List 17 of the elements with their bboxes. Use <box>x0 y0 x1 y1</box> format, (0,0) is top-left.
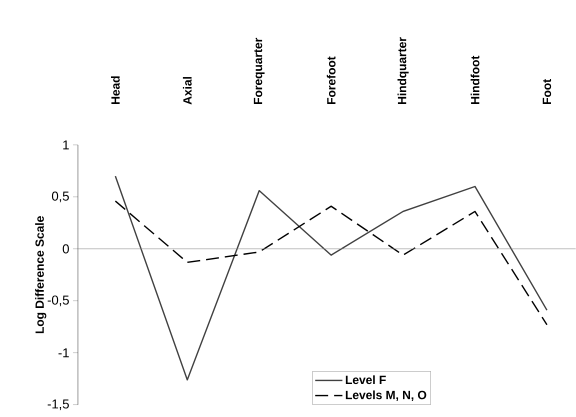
x-tick-label: Foot <box>542 79 552 104</box>
x-tick-label: Head <box>110 76 120 104</box>
legend-label: Level F <box>346 375 386 384</box>
x-tick-label: Axial <box>182 77 192 105</box>
y-tick-label: -1 <box>58 348 69 358</box>
y-tick-label: -0,5 <box>48 296 69 306</box>
y-tick-label: 0,5 <box>52 192 69 202</box>
x-tick-label: Forequarter <box>254 38 265 104</box>
legend-label: Levels M, N, O <box>346 390 426 402</box>
line-series <box>114 200 548 326</box>
x-tick-label: Forefoot <box>326 56 336 104</box>
x-tick-label: Hindquarter <box>398 37 409 104</box>
y-tick-label: -1,5 <box>48 400 69 410</box>
y-axis-title: Log Difference Scale <box>35 216 46 334</box>
y-tick-label: 0 <box>62 244 69 254</box>
y-tick-label: 1 <box>63 140 69 150</box>
x-tick-label: Hindfoot <box>470 56 480 104</box>
